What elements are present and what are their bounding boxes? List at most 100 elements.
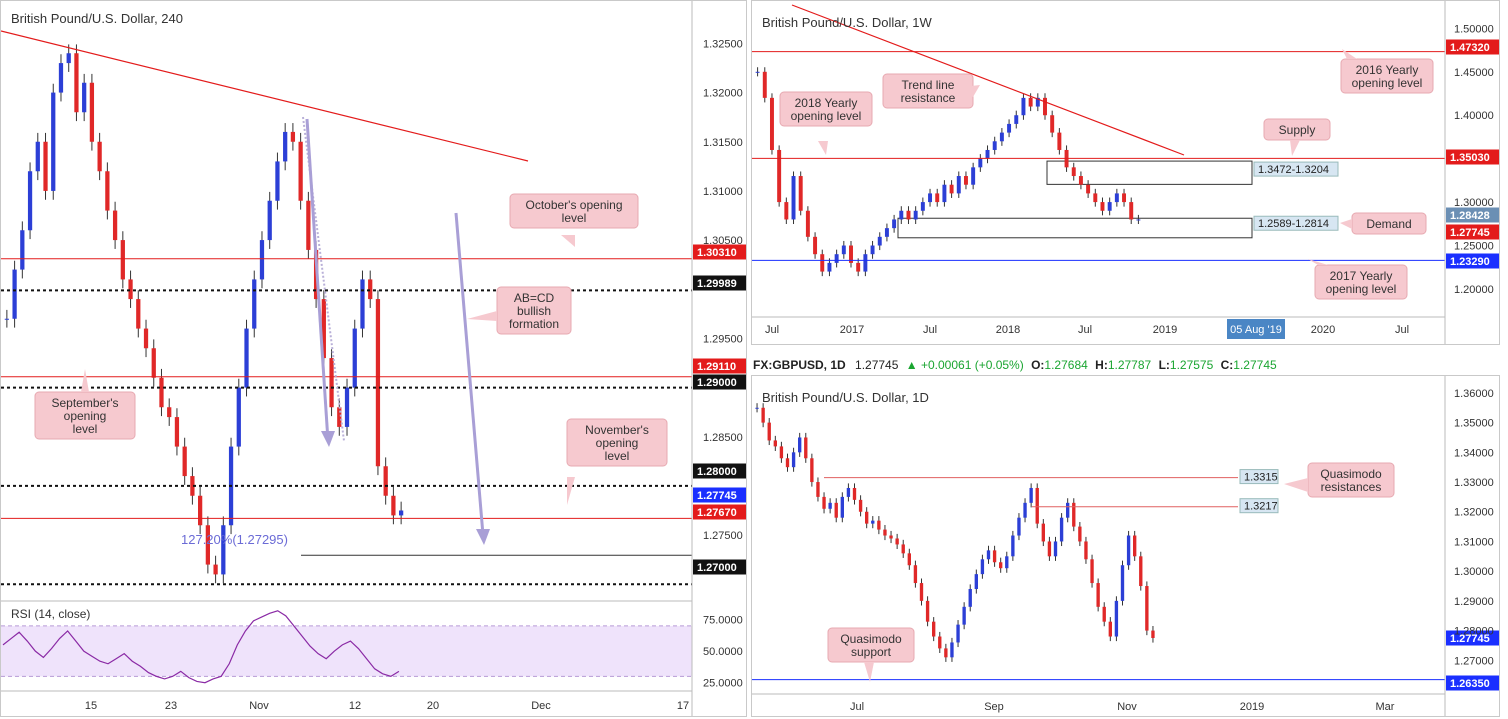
weekly-chart-panel[interactable]: 1.3472-1.3204 1.2589-1.2814 1.47320 1.3503…	[751, 0, 1506, 345]
abcd-callout-text: formation	[509, 317, 559, 331]
yearly-2016-callout-text: opening level	[1352, 76, 1423, 90]
h4-x-tick: 15	[85, 700, 97, 712]
yearly-2018-callout-text: opening level	[791, 109, 862, 123]
weekly-candle	[863, 254, 868, 272]
qm-support-callout-pointer	[864, 662, 874, 682]
november-callout-box	[566, 418, 668, 467]
weekly-price-tags: 1.47320 1.35030 1.28428 1.27745 1.23290	[1446, 39, 1506, 269]
daily-candle	[950, 642, 954, 658]
trend-callout-pointer	[962, 85, 980, 97]
h4-candle	[298, 141, 303, 201]
weekly-candle	[1057, 132, 1062, 150]
yearly-2017-callout-box	[1314, 264, 1408, 300]
low-label: L:	[1158, 358, 1170, 372]
daily-candle	[791, 452, 796, 468]
weekly-candle	[856, 262, 861, 272]
weekly-price-tag-bg	[1446, 224, 1506, 240]
h4-price-tag-bg	[693, 504, 753, 520]
h4-candle	[290, 131, 296, 142]
h4-x-tick: 12	[349, 700, 361, 712]
abcd-first-leg-arrow	[305, 118, 330, 442]
h4-chart-panel[interactable]: 1.30310 1.29989 1.29110 1.29000 1.28000 1.277…	[0, 0, 753, 717]
weekly-candle	[762, 71, 767, 98]
daily-candle	[999, 562, 1003, 569]
september-callout-text: level	[73, 422, 98, 436]
weekly-trend-line	[791, 4, 1185, 156]
daily-price-tag-bg	[1446, 630, 1506, 646]
daily-candle	[974, 574, 978, 589]
daily-price-tags: 1.27745 1.26350	[1446, 630, 1506, 691]
h4-price-tag-bg	[693, 463, 753, 479]
daily-candle	[962, 606, 966, 625]
h4-x-tick: Nov	[249, 700, 269, 712]
h4-candle	[259, 240, 265, 280]
daily-chart-panel[interactable]: 1.3315 1.3217 1.27745 1.26350 Quasimodo res…	[751, 375, 1506, 717]
november-callout-text: opening	[596, 436, 639, 450]
supply-zone	[1046, 160, 1253, 185]
daily-y-tick: 1.33000	[1454, 477, 1494, 489]
daily-y-tick: 1.29000	[1454, 596, 1494, 608]
abcd-first-arrowhead	[321, 431, 335, 447]
weekly-candle	[892, 219, 897, 229]
h4-y-tick: 1.32500	[703, 38, 743, 50]
daily-chart-title: British Pound/U.S. Dollar, 1D	[762, 390, 929, 405]
daily-candle	[986, 550, 991, 560]
last-price: 1.27745	[855, 358, 899, 372]
weekly-axes: 1.50000 1.45000 1.40000 1.30000 1.25000 1.200…	[752, 1, 1494, 344]
daily-candle	[858, 499, 863, 512]
weekly-candle	[1107, 202, 1112, 211]
weekly-price-tag-bg	[1446, 207, 1506, 223]
october-callout-pointer	[561, 235, 575, 247]
h4-chart-svg: 1.30310 1.29989 1.29110 1.29000 1.28000 1.277…	[0, 1, 753, 716]
daily-candle	[840, 496, 844, 518]
yearly-2018-callout-pointer	[818, 141, 828, 155]
h4-price-tag-bg	[693, 275, 753, 291]
daily-price-tag: 1.26350	[1450, 678, 1490, 690]
h4-candle	[344, 387, 350, 427]
high-label: H:	[1095, 358, 1108, 372]
h4-price-tag: 1.29110	[697, 361, 736, 373]
weekly-price-tag-bg	[1446, 39, 1506, 55]
daily-candle	[1017, 517, 1021, 536]
daily-y-tick: 1.31000	[1454, 536, 1494, 548]
daily-candle	[944, 648, 948, 658]
weekly-price-tag: 1.28428	[1450, 210, 1490, 222]
h4-y-tick: 1.28500	[703, 432, 743, 444]
abcd-callout-box	[496, 286, 572, 335]
daily-candle	[852, 487, 857, 500]
weekly-candle	[777, 149, 782, 203]
daily-candle	[907, 553, 911, 566]
supply-zone-label-bg	[1253, 161, 1339, 177]
weekly-candle	[805, 210, 810, 237]
daily-x-tick: 2019	[1240, 701, 1264, 713]
daily-candle	[913, 565, 918, 584]
weekly-candle	[884, 228, 889, 237]
daily-candle	[1151, 630, 1155, 639]
open-label: O:	[1031, 358, 1045, 372]
rsi-y-tick: 25.0000	[703, 678, 743, 690]
weekly-candle	[1129, 202, 1134, 220]
daily-candle	[1047, 541, 1052, 557]
supply-callout-pointer	[1290, 140, 1300, 156]
daily-candle	[1096, 583, 1100, 607]
h4-candle	[368, 279, 373, 300]
daily-candle	[1133, 535, 1137, 557]
h4-candle	[306, 200, 311, 250]
abcd-callout-pointer	[467, 311, 497, 321]
daily-candle	[883, 529, 887, 536]
h4-chart-title: British Pound/U.S. Dollar, 240	[11, 11, 183, 26]
weekly-candle	[1021, 97, 1026, 116]
h4-candle	[143, 328, 149, 349]
weekly-y-tick: 1.20000	[1454, 284, 1494, 296]
trend-callout-text: Trend line	[902, 78, 955, 92]
weekly-price-tag: 1.47320	[1450, 42, 1490, 54]
h4-candle	[236, 387, 241, 447]
yearly-2016-callout-box	[1340, 58, 1434, 94]
daily-y-tick: 1.35000	[1454, 418, 1494, 430]
weekly-candle	[899, 210, 904, 220]
weekly-candle	[813, 236, 818, 255]
qm-resistance-callout-text: resistances	[1321, 480, 1382, 494]
h4-candle	[82, 82, 87, 113]
daily-candle	[1084, 541, 1088, 560]
